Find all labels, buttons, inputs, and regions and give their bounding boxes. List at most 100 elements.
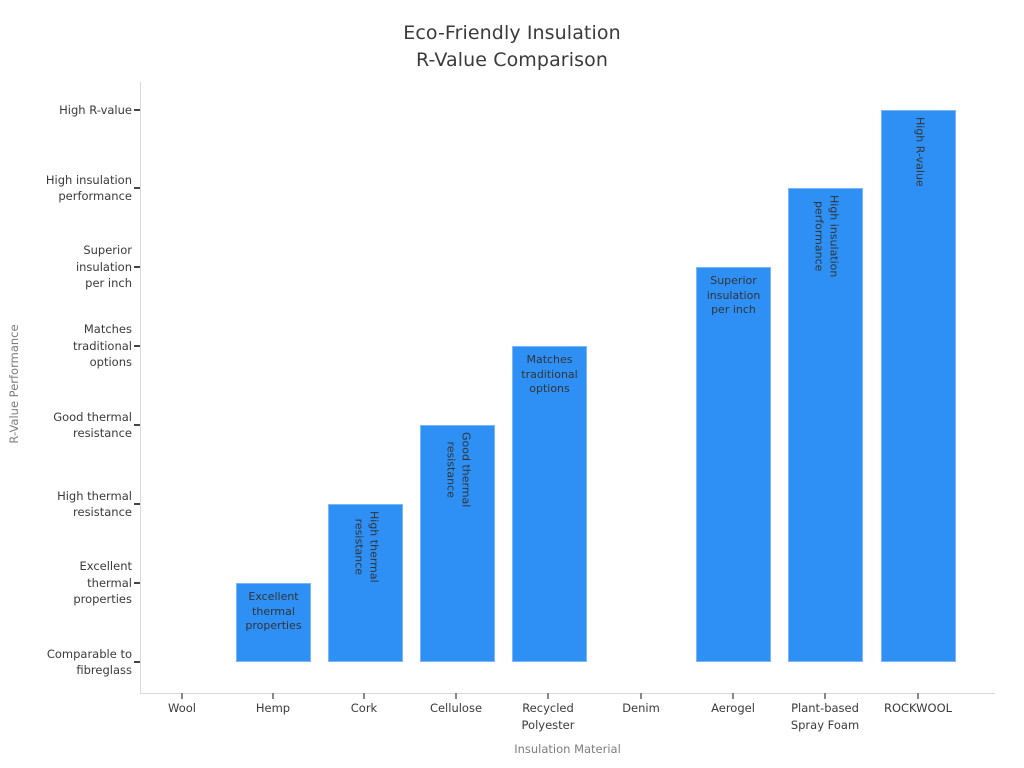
x-tick-label-line: Spray Foam [790, 717, 860, 732]
bar-value-label-line: insulation [706, 288, 761, 302]
chart-title-line-2: R-Value Comparison [416, 49, 608, 71]
bar-value-label-line: Excellent [248, 590, 299, 603]
y-tick-label: Matches traditional options [22, 321, 132, 371]
bar-value-label-line: Matches [526, 353, 573, 366]
bar-value-label-line: High thermal [367, 511, 380, 583]
x-tick-mark [640, 693, 642, 699]
y-tick-label: Good thermal resistance [22, 409, 132, 442]
x-tick-label-line: Wool [168, 701, 196, 715]
bar-rockwool[interactable]: High R-value [881, 110, 956, 662]
bar-value-label: Excellent thermal properties [237, 590, 310, 634]
x-tick-label-line: Hemp [255, 701, 291, 715]
x-tick-mark [272, 693, 274, 699]
x-tick-label: Aerogel [668, 700, 798, 717]
bar-value-label: Matches traditional options [513, 353, 586, 397]
y-tick-label-line: Good thermal [53, 409, 132, 424]
bar-value-label-line: Good thermal [459, 432, 472, 508]
x-tick-mark [547, 693, 549, 699]
bar-plant-based-spray-foam[interactable]: High insulation performance [788, 188, 863, 662]
y-tick-label-line: resistance [73, 426, 132, 440]
bar-cork[interactable]: High thermal resistance [328, 504, 403, 662]
x-tick-label-line: Denim [622, 701, 660, 715]
bar-cellulose[interactable]: Good thermal resistance [420, 425, 495, 662]
x-tick-label-line: Aerogel [711, 701, 755, 715]
y-tick-label: High insulation performance [22, 172, 132, 205]
bar-value-label-line: High R-value [912, 117, 926, 187]
x-tick-label: ROCKWOOL [853, 700, 983, 717]
y-tick-label-group: High R-value High insulation performance Su… [14, 0, 132, 768]
y-tick-label-line: traditional [72, 338, 132, 353]
x-axis-title: Insulation Material [514, 742, 621, 756]
y-tick-mark [134, 661, 140, 663]
bar-value-label-line: Superior [710, 274, 757, 287]
x-tick-mark [363, 693, 365, 699]
x-tick-label-line: Polyester [521, 717, 575, 732]
y-tick-mark [134, 109, 140, 111]
y-tick-mark [134, 424, 140, 426]
x-tick-label: Plant-based Spray Foam [760, 700, 890, 733]
x-tick-label: Wool [117, 700, 247, 717]
x-tick-mark [181, 693, 183, 699]
y-tick-label-line: thermal [87, 575, 132, 590]
y-axis-spine [140, 82, 141, 693]
bar-aerogel[interactable]: Superior insulation per inch [696, 267, 771, 662]
y-tick-label-line: Comparable to [46, 646, 132, 661]
y-tick-mark [134, 582, 140, 584]
x-tick-label-line: ROCKWOOL [883, 701, 953, 715]
x-tick-label: Recycled Polyester [483, 700, 613, 733]
y-tick-label: High thermal resistance [22, 488, 132, 521]
y-tick-label-line: High thermal [57, 488, 132, 503]
bar-value-label-line: resistance [352, 518, 366, 576]
y-tick-label-line: Superior [83, 243, 132, 258]
bar-value-label: High R-value [911, 117, 926, 187]
x-tick-label: Cellulose [391, 700, 521, 717]
bar-value-label-line: options [529, 382, 570, 395]
x-tick-label-line: Plant-based [791, 701, 859, 715]
bar-value-label: Superior insulation per inch [697, 274, 770, 318]
y-tick-label-line: Matches [83, 322, 132, 337]
x-tick-mark [455, 693, 457, 699]
y-tick-label: High R-value [22, 102, 132, 119]
x-tick-label-line: Recycled [522, 701, 574, 715]
y-tick-mark [134, 345, 140, 347]
y-tick-label-line: High insulation [45, 172, 132, 187]
bar-value-label-line: thermal [252, 604, 295, 618]
y-tick-label-line: insulation [75, 259, 132, 274]
chart-title-line-1: Eco-Friendly Insulation [403, 22, 621, 44]
y-tick-label: Excellent thermal properties [22, 558, 132, 608]
y-tick-label-line: per inch [85, 276, 132, 291]
x-tick-label: Cork [299, 700, 429, 717]
y-tick-label-line: High R-value [59, 102, 132, 117]
y-tick-label: Superior insulation per inch [22, 242, 132, 292]
x-tick-label-line: Cellulose [429, 701, 483, 715]
y-tick-mark [134, 503, 140, 505]
y-tick-mark [134, 187, 140, 189]
bar-value-label-line: per inch [711, 303, 756, 316]
bar-value-label-line: traditional [521, 367, 578, 381]
y-tick-label-line: options [89, 355, 132, 370]
x-axis-spine [140, 693, 995, 694]
bar-value-label: High thermal resistance [351, 511, 381, 583]
x-tick-mark [732, 693, 734, 699]
bar-value-label-line: performance [812, 200, 826, 272]
bar-value-label-line: resistance [444, 441, 458, 498]
x-tick-mark [917, 693, 919, 699]
bar-recycled-polyester[interactable]: Matches traditional options [512, 346, 587, 662]
y-tick-label-line: properties [73, 592, 132, 607]
bar-value-label: Good thermal resistance [443, 432, 473, 508]
y-tick-label-line: performance [58, 189, 132, 203]
bar-value-label-line: properties [245, 619, 302, 632]
bar-hemp[interactable]: Excellent thermal properties [236, 583, 311, 662]
bar-value-label-line: High insulation [827, 195, 840, 278]
y-tick-label-line: resistance [73, 505, 132, 519]
y-tick-label-line: Excellent [79, 559, 132, 574]
x-tick-label-line: Cork [350, 701, 378, 715]
x-tick-label: Hemp [208, 700, 338, 717]
x-tick-label: Denim [576, 700, 706, 717]
bar-value-label: High insulation performance [811, 195, 841, 278]
x-tick-mark [824, 693, 826, 699]
y-tick-mark [134, 266, 140, 268]
y-tick-label-line: fibreglass [76, 663, 132, 677]
chart-title: Eco-Friendly Insulation R-Value Comparis… [0, 20, 1024, 74]
